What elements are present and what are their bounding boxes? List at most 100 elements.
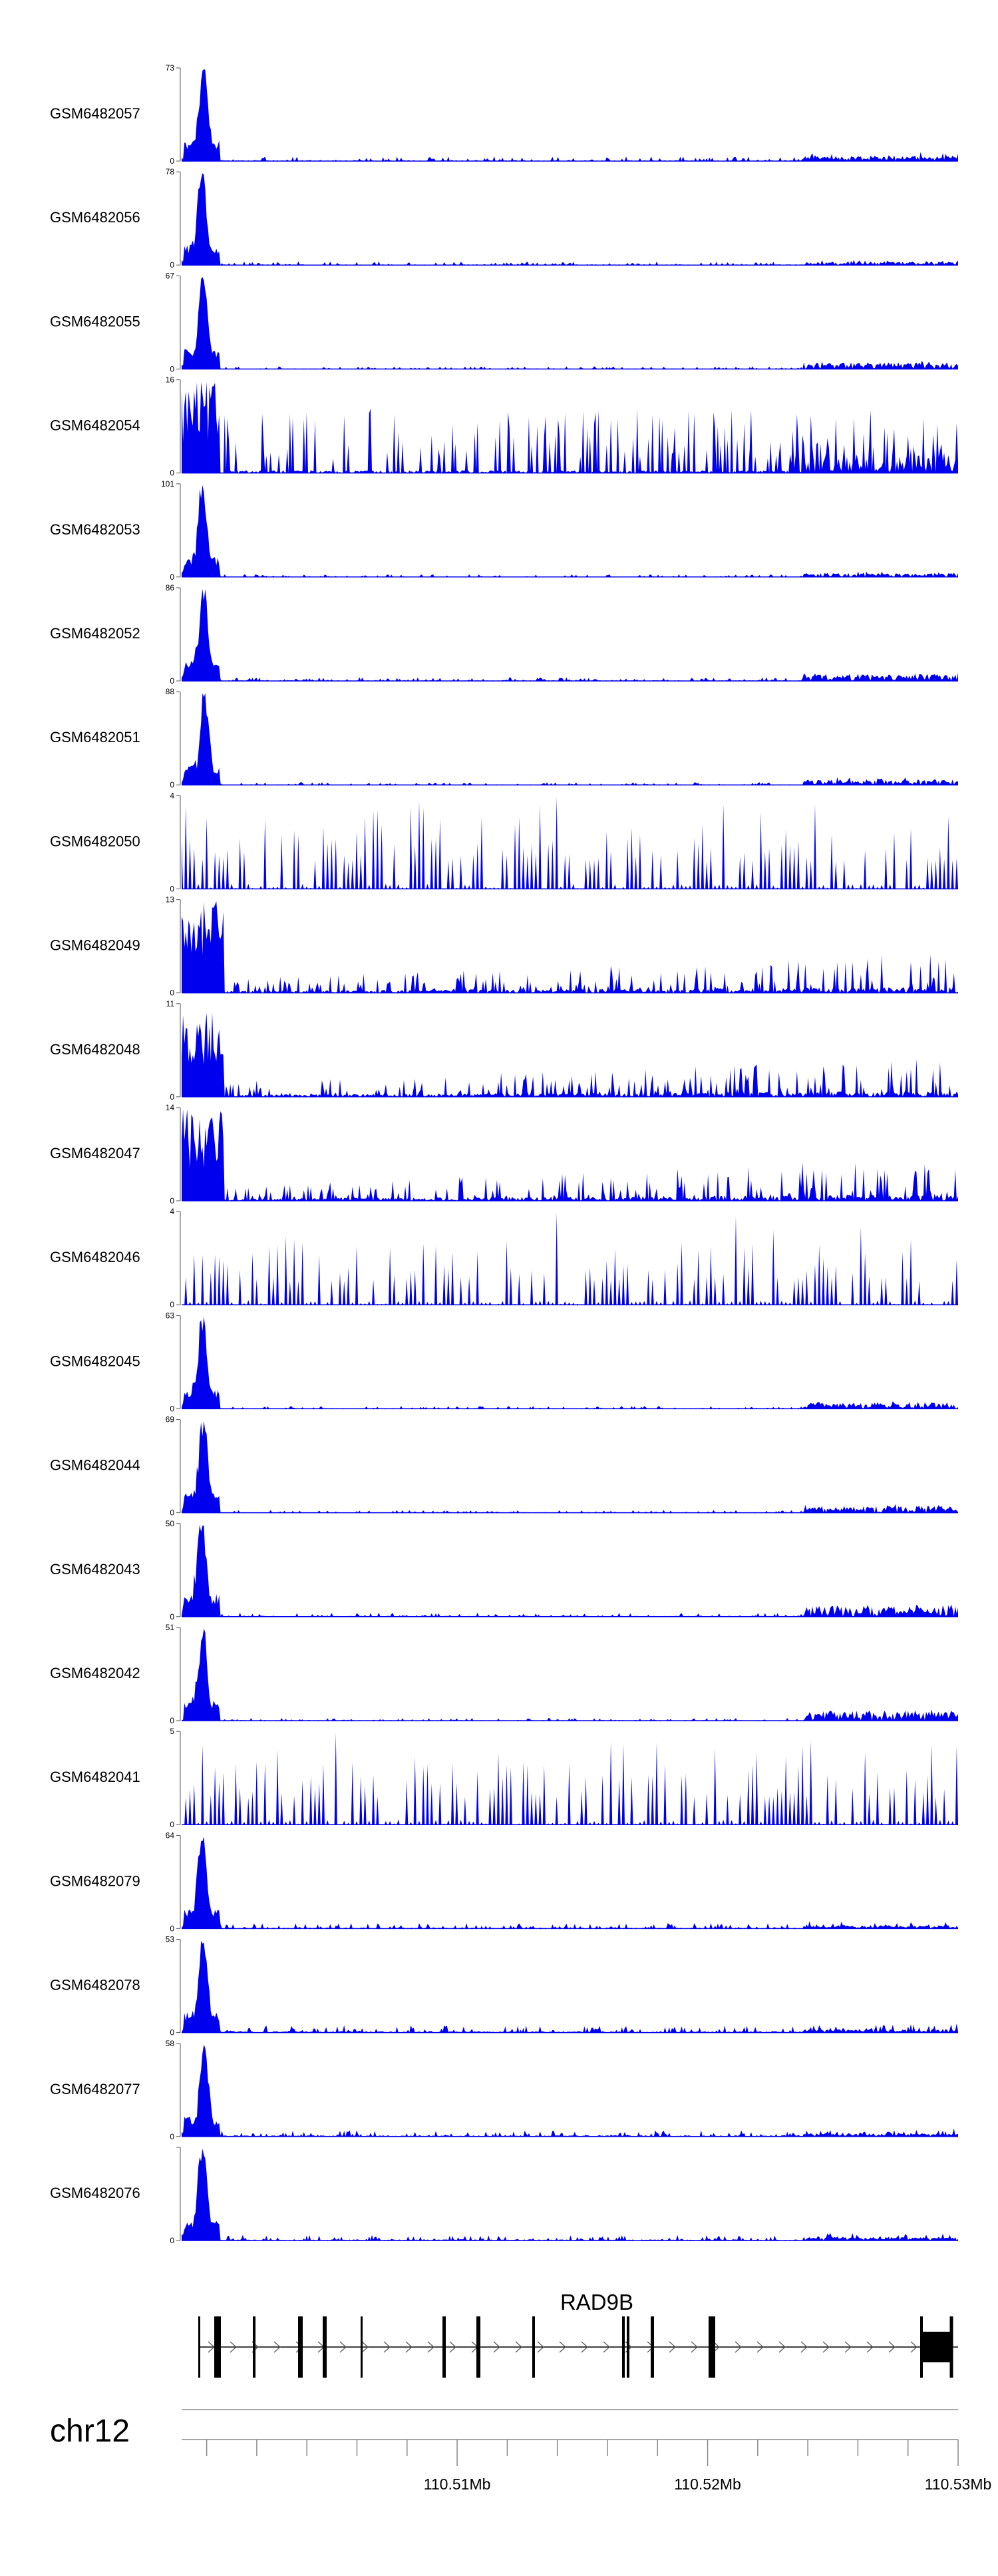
gene-exon (709, 2316, 715, 2378)
track-GSM6482053: GSM6482053 101 0 (50, 479, 958, 582)
y-max-label: 67 (166, 271, 175, 280)
strand-arrow (910, 2341, 917, 2353)
signal-area (182, 173, 958, 266)
track-GSM6482048: GSM6482048 11 0 (50, 999, 958, 1102)
chromosome-label: chr12 (50, 2414, 130, 2449)
y-min-label: 0 (170, 1092, 174, 1102)
signal-area (182, 693, 958, 785)
signal-area (182, 1317, 958, 1409)
gene-exon (214, 2316, 221, 2378)
strand-arrow (844, 2341, 852, 2353)
y-min-label: 0 (170, 1716, 174, 1725)
track-label: GSM6482044 (50, 1457, 140, 1474)
strand-arrow (449, 2341, 456, 2353)
y-min-label: 0 (170, 1820, 174, 1829)
track-label: GSM6482047 (50, 1145, 140, 1162)
track-GSM6482047: GSM6482047 14 0 (50, 1103, 958, 1205)
track-GSM6482044: GSM6482044 69 0 (50, 1415, 958, 1518)
gene-track: RAD9B (198, 2290, 958, 2378)
track-GSM6482054: GSM6482054 16 0 (50, 375, 958, 478)
signal-area (182, 1109, 958, 1201)
signal-area (182, 1420, 958, 1513)
y-max-label: 11 (166, 999, 175, 1008)
y-min-label: 0 (170, 1404, 174, 1413)
gene-name-label: RAD9B (560, 2290, 633, 2314)
strand-arrow (691, 2341, 698, 2353)
strand-arrow (405, 2341, 413, 2353)
signal-area (182, 1733, 958, 1825)
track-GSM6482045: GSM6482045 63 0 (50, 1311, 958, 1413)
track-GSM6482043: GSM6482043 50 0 (50, 1519, 958, 1621)
y-max-label: 53 (166, 1935, 175, 1944)
y-min-label: 0 (170, 988, 174, 998)
y-max-label: 86 (166, 583, 175, 592)
signal-area (182, 1524, 958, 1617)
track-GSM6482055: GSM6482055 67 0 (50, 271, 958, 373)
strand-arrow (735, 2341, 742, 2353)
track-label: GSM6482077 (50, 2081, 140, 2097)
y-max-label: 4 (170, 1207, 174, 1216)
gene-exon (253, 2316, 255, 2378)
gene-exon (361, 2316, 363, 2378)
gene-exon (651, 2316, 654, 2378)
signal-area (182, 797, 958, 889)
strand-arrow (559, 2341, 566, 2353)
track-label: GSM6482046 (50, 1249, 140, 1265)
track-label: GSM6482057 (50, 105, 140, 122)
track-label: GSM6482048 (50, 1041, 140, 1058)
track-GSM6482049: GSM6482049 13 0 (50, 895, 958, 998)
track-label: GSM6482045 (50, 1353, 140, 1369)
y-min-label: 0 (170, 1300, 174, 1309)
y-min-label: 0 (170, 1924, 174, 1933)
signal-tracks: GSM6482057730GSM6482056780GSM6482055670G… (50, 63, 958, 2245)
y-min-label: 0 (170, 572, 174, 582)
y-min-label: 0 (170, 1196, 174, 1205)
gene-exon (198, 2316, 200, 2378)
signal-area (182, 1940, 958, 2033)
y-min-label: 0 (170, 2028, 174, 2038)
signal-area (182, 1213, 958, 1305)
strand-arrow (427, 2341, 434, 2353)
y-min-label: 0 (170, 156, 174, 166)
signal-area (182, 1836, 958, 1929)
track-label: GSM6482076 (50, 2185, 140, 2201)
track-GSM6482056: GSM6482056 78 0 (50, 167, 958, 270)
y-max-label: 14 (166, 1103, 175, 1112)
gene-exon (442, 2316, 446, 2378)
y-max-label: 5 (170, 1727, 174, 1736)
strand-arrow (778, 2341, 786, 2353)
y-min-label: 0 (170, 2236, 174, 2245)
gene-exon (920, 2316, 923, 2378)
track-label: GSM6482050 (50, 833, 140, 849)
track-label: GSM6482042 (50, 1665, 140, 1681)
strand-arrow (581, 2341, 588, 2353)
track-label: GSM6482054 (50, 417, 140, 434)
y-max-label: 101 (161, 479, 174, 489)
strand-arrow (361, 2341, 369, 2353)
signal-area (182, 2149, 958, 2241)
y-min-label: 0 (170, 780, 174, 789)
strand-arrow (339, 2341, 347, 2353)
track-label: GSM6482049 (50, 937, 140, 954)
strand-arrow (493, 2341, 500, 2353)
signal-area (182, 381, 958, 473)
track-GSM6482041: GSM6482041 5 0 (50, 1727, 958, 1829)
track-GSM6482078: GSM6482078 53 0 (50, 1935, 958, 2038)
signal-area (182, 901, 958, 993)
strand-arrow (537, 2341, 544, 2353)
strand-arrow (800, 2341, 808, 2353)
y-min-label: 0 (170, 364, 174, 373)
gene-exon (622, 2316, 625, 2378)
y-max-label: 78 (166, 167, 175, 176)
track-label: GSM6482078 (50, 1977, 140, 1994)
y-max-label: 73 (166, 63, 175, 73)
y-min-label: 0 (170, 1508, 174, 1518)
strand-arrow (888, 2341, 896, 2353)
y-max-label: 16 (166, 375, 175, 385)
track-label: GSM6482055 (50, 313, 140, 329)
gene-exon (298, 2316, 303, 2378)
strand-arrow (866, 2341, 874, 2353)
y-max-label: 58 (166, 2039, 175, 2048)
y-max-label: 51 (166, 1623, 175, 1632)
